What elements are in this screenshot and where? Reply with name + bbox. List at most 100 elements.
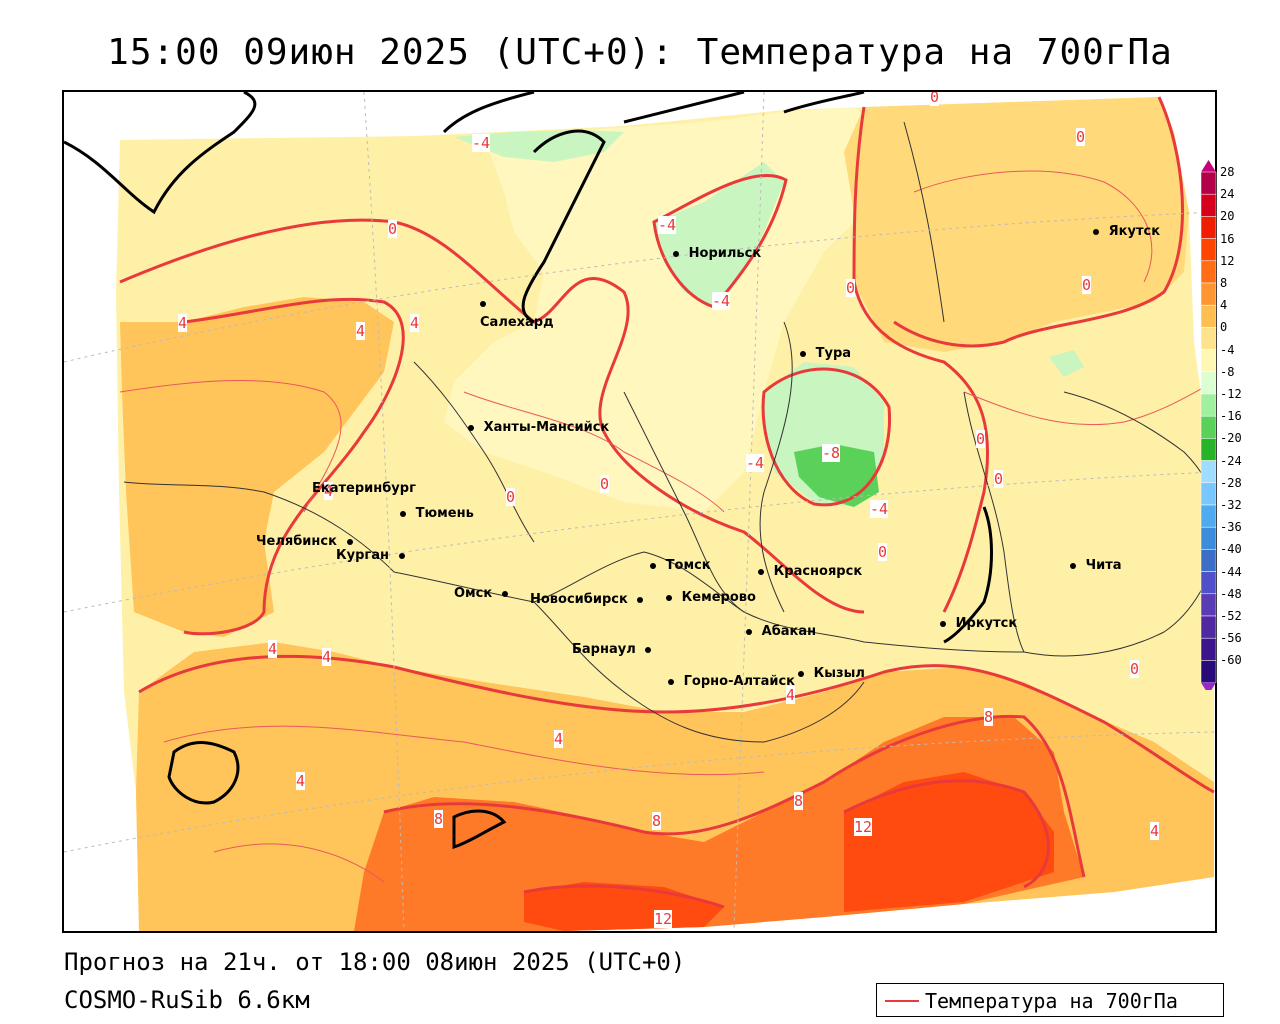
page-title: 15:00 09июн 2025 (UTC+0): Температура на… <box>107 32 1173 73</box>
city-abakan[interactable]: Абакан <box>746 620 816 639</box>
isoline-label: 0 <box>846 279 856 297</box>
city-kyzyl[interactable]: Кызыл <box>798 662 865 681</box>
colorbar-swatch <box>1200 571 1217 595</box>
colorbar-tick-label: 4 <box>1220 298 1228 313</box>
colorbar-tick-label: -24 <box>1220 453 1242 468</box>
city-barnaul[interactable]: Барнаул <box>572 638 652 657</box>
cold-zone-tura-core <box>794 444 879 507</box>
isoline-label: -4 <box>870 500 889 518</box>
cold-zone-norilsk <box>654 162 784 307</box>
isoline-label: 0 <box>1130 660 1140 678</box>
city-krasnoyarsk[interactable]: Красноярск <box>758 560 862 579</box>
colorbar-tick-label: 12 <box>1220 253 1235 268</box>
colorbar-tick-label: 8 <box>1220 276 1228 290</box>
colorbar-tick-label: 24 <box>1220 187 1235 202</box>
colorbar-tick-label: -40 <box>1220 542 1242 557</box>
isoline-label: -4 <box>472 134 491 152</box>
city-label: Екатеринбург <box>312 481 416 496</box>
city-novosibirsk[interactable]: Новосибирск <box>530 588 644 607</box>
colorbar-swatch <box>1200 593 1217 617</box>
colorbar-swatch <box>1200 438 1217 461</box>
isolines <box>119 96 1215 909</box>
legend-label: Температура на 700гПа <box>925 989 1178 1013</box>
colorbar-swatch <box>1200 304 1217 328</box>
colorbar-swatches <box>1200 160 1217 695</box>
map-panel[interactable]: 0 0 0 0 0 0 0 0 0 0 0 -4 -4 -4 -4 -4 -8 … <box>62 90 1217 933</box>
colorbar-swatch <box>1200 216 1217 239</box>
band-4-8-northeast <box>844 97 1189 352</box>
isoline-label: -8 <box>822 444 841 462</box>
isoline-label: 4 <box>786 686 796 704</box>
city-label: Тура <box>815 346 852 361</box>
city-tura[interactable]: Тура <box>800 342 851 361</box>
isoline-label: 12 <box>854 818 873 836</box>
city-yakutsk[interactable]: Якутск <box>1093 220 1160 239</box>
temperature-map[interactable] <box>64 92 1215 931</box>
city-tomsk[interactable]: Томск <box>650 554 711 573</box>
city-kurgan[interactable]: Курган <box>336 544 405 563</box>
city-khanty-mansiysk[interactable]: Ханты-Мансийск <box>468 416 609 435</box>
colorbar-swatch <box>1200 415 1217 439</box>
city-label: Новосибирск <box>530 592 628 607</box>
colorbar-tick-label: 20 <box>1220 209 1235 224</box>
graticule <box>64 92 1215 931</box>
isoline-label: 0 <box>506 488 516 506</box>
isoline-label: 0 <box>388 220 398 238</box>
isoline-label: 8 <box>652 812 662 830</box>
isoline-label: 4 <box>554 730 564 748</box>
city-label: Омск <box>454 586 493 601</box>
isoline-label: 0 <box>1076 128 1086 146</box>
city-yekaterinburg[interactable]: Екатеринбург <box>312 477 416 496</box>
city-label: Абакан <box>761 624 817 639</box>
city-tyumen[interactable]: Тюмень <box>400 502 474 521</box>
city-chita[interactable]: Чита <box>1070 554 1122 573</box>
isoline-label: 12 <box>654 910 673 928</box>
city-label: Тюмень <box>415 506 474 521</box>
isoline-label: 4 <box>1150 822 1160 840</box>
legend-box: Температура на 700гПа <box>876 983 1224 1017</box>
isoline-label: 0 <box>994 470 1004 488</box>
colorbar-tick-label: -36 <box>1220 520 1242 535</box>
city-chelyabinsk[interactable]: Челябинск <box>256 530 353 549</box>
coastlines <box>64 92 993 850</box>
isoline-label: 0 <box>976 430 986 448</box>
colorbar-swatch <box>1200 549 1217 572</box>
colorbar-tick-label: -4 <box>1220 342 1235 357</box>
city-label: Барнаул <box>572 642 636 657</box>
city-irkutsk[interactable]: Иркутск <box>940 612 1017 631</box>
colorbar-top-arrow <box>1201 160 1216 172</box>
isoline-label: 4 <box>410 314 420 332</box>
isoline-label: 4 <box>356 322 366 340</box>
city-omsk[interactable]: Омск <box>454 582 508 601</box>
city-label: Красноярск <box>773 564 863 579</box>
city-kemerovo[interactable]: Кемерово <box>666 586 756 605</box>
city-salekhard[interactable]: Салехард <box>480 292 554 330</box>
band-4-8-west <box>120 297 394 637</box>
colorbar-swatch <box>1200 193 1217 217</box>
colorbar-tick-label: -52 <box>1220 609 1242 623</box>
isoline-label: 4 <box>296 772 306 790</box>
isoline-label: 8 <box>794 792 804 810</box>
isoline-label: 4 <box>322 648 332 666</box>
colorbar-swatch <box>1200 282 1217 306</box>
colorbar-tick-label: -48 <box>1220 586 1242 601</box>
colorbar-swatch <box>1200 660 1217 683</box>
isoline-label: -4 <box>712 292 731 310</box>
colorbar-swatch <box>1200 260 1217 284</box>
city-gorno-altaysk[interactable]: Горно-Алтайск <box>668 670 795 689</box>
isoline-label: 8 <box>434 810 444 828</box>
colorbar-tick-label: -20 <box>1220 431 1242 446</box>
legend-line-swatch <box>885 1000 919 1002</box>
isoline-label: 0 <box>930 90 940 106</box>
colorbar-tick-label: -28 <box>1220 475 1242 490</box>
model-name: COSMO-RuSib 6.6км <box>64 986 310 1014</box>
city-norilsk[interactable]: Норильск <box>673 242 761 261</box>
city-label: Томск <box>665 558 711 573</box>
colorbar-swatch <box>1200 482 1217 506</box>
colorbar: 28 24 20 16 12 8 4 0 -4 -8 -12 -16 -20 -24 -28 -32 -36 -4… <box>1200 160 1280 695</box>
colorbar-tick-label: 16 <box>1220 231 1235 246</box>
colorbar-swatch <box>1200 327 1217 350</box>
city-label: Кызыл <box>813 666 865 681</box>
colorbar-tick-label: -16 <box>1220 409 1242 424</box>
colorbar-swatch <box>1200 615 1217 639</box>
